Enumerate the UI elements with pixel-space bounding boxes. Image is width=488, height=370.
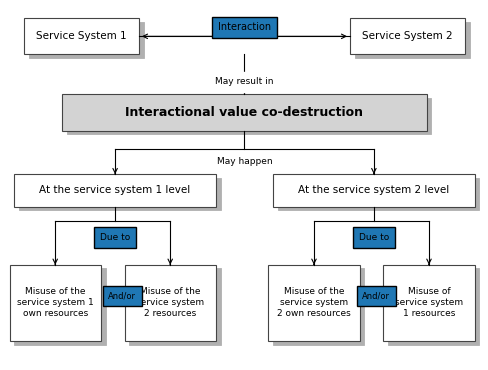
Text: Interactional value co-destruction: Interactional value co-destruction: [125, 106, 363, 119]
Bar: [273, 174, 473, 207]
Text: Due to: Due to: [100, 233, 130, 242]
Text: At the service system 2 level: At the service system 2 level: [298, 185, 448, 195]
Bar: [62, 94, 426, 131]
Text: And/or: And/or: [108, 291, 136, 300]
Bar: [383, 265, 473, 341]
Text: At the service system 1 level: At the service system 1 level: [40, 185, 190, 195]
Text: And/or: And/or: [362, 291, 389, 300]
Bar: [129, 268, 220, 344]
Bar: [10, 265, 101, 341]
Bar: [387, 268, 478, 344]
Bar: [124, 265, 215, 341]
Text: Service System 2: Service System 2: [362, 31, 452, 41]
Bar: [278, 178, 478, 211]
Bar: [15, 174, 215, 207]
Text: Misuse of the
service system
2 resources: Misuse of the service system 2 resources: [136, 287, 204, 319]
Bar: [273, 268, 364, 344]
Bar: [67, 98, 430, 134]
Bar: [19, 178, 220, 211]
Text: Interaction: Interaction: [218, 22, 270, 32]
Bar: [349, 18, 464, 54]
Text: Service System 1: Service System 1: [36, 31, 126, 41]
Text: Due to: Due to: [358, 233, 388, 242]
Text: Misuse of the
service system
2 own resources: Misuse of the service system 2 own resou…: [277, 287, 350, 319]
Bar: [15, 268, 105, 344]
Bar: [24, 18, 139, 54]
Text: May happen: May happen: [216, 157, 272, 166]
Text: May result in: May result in: [215, 77, 273, 86]
Bar: [268, 265, 359, 341]
Text: Misuse of
service system
1 resources: Misuse of service system 1 resources: [394, 287, 462, 319]
Bar: [29, 22, 143, 58]
Bar: [354, 22, 469, 58]
Text: Misuse of the
service system 1
own resources: Misuse of the service system 1 own resou…: [17, 287, 93, 319]
